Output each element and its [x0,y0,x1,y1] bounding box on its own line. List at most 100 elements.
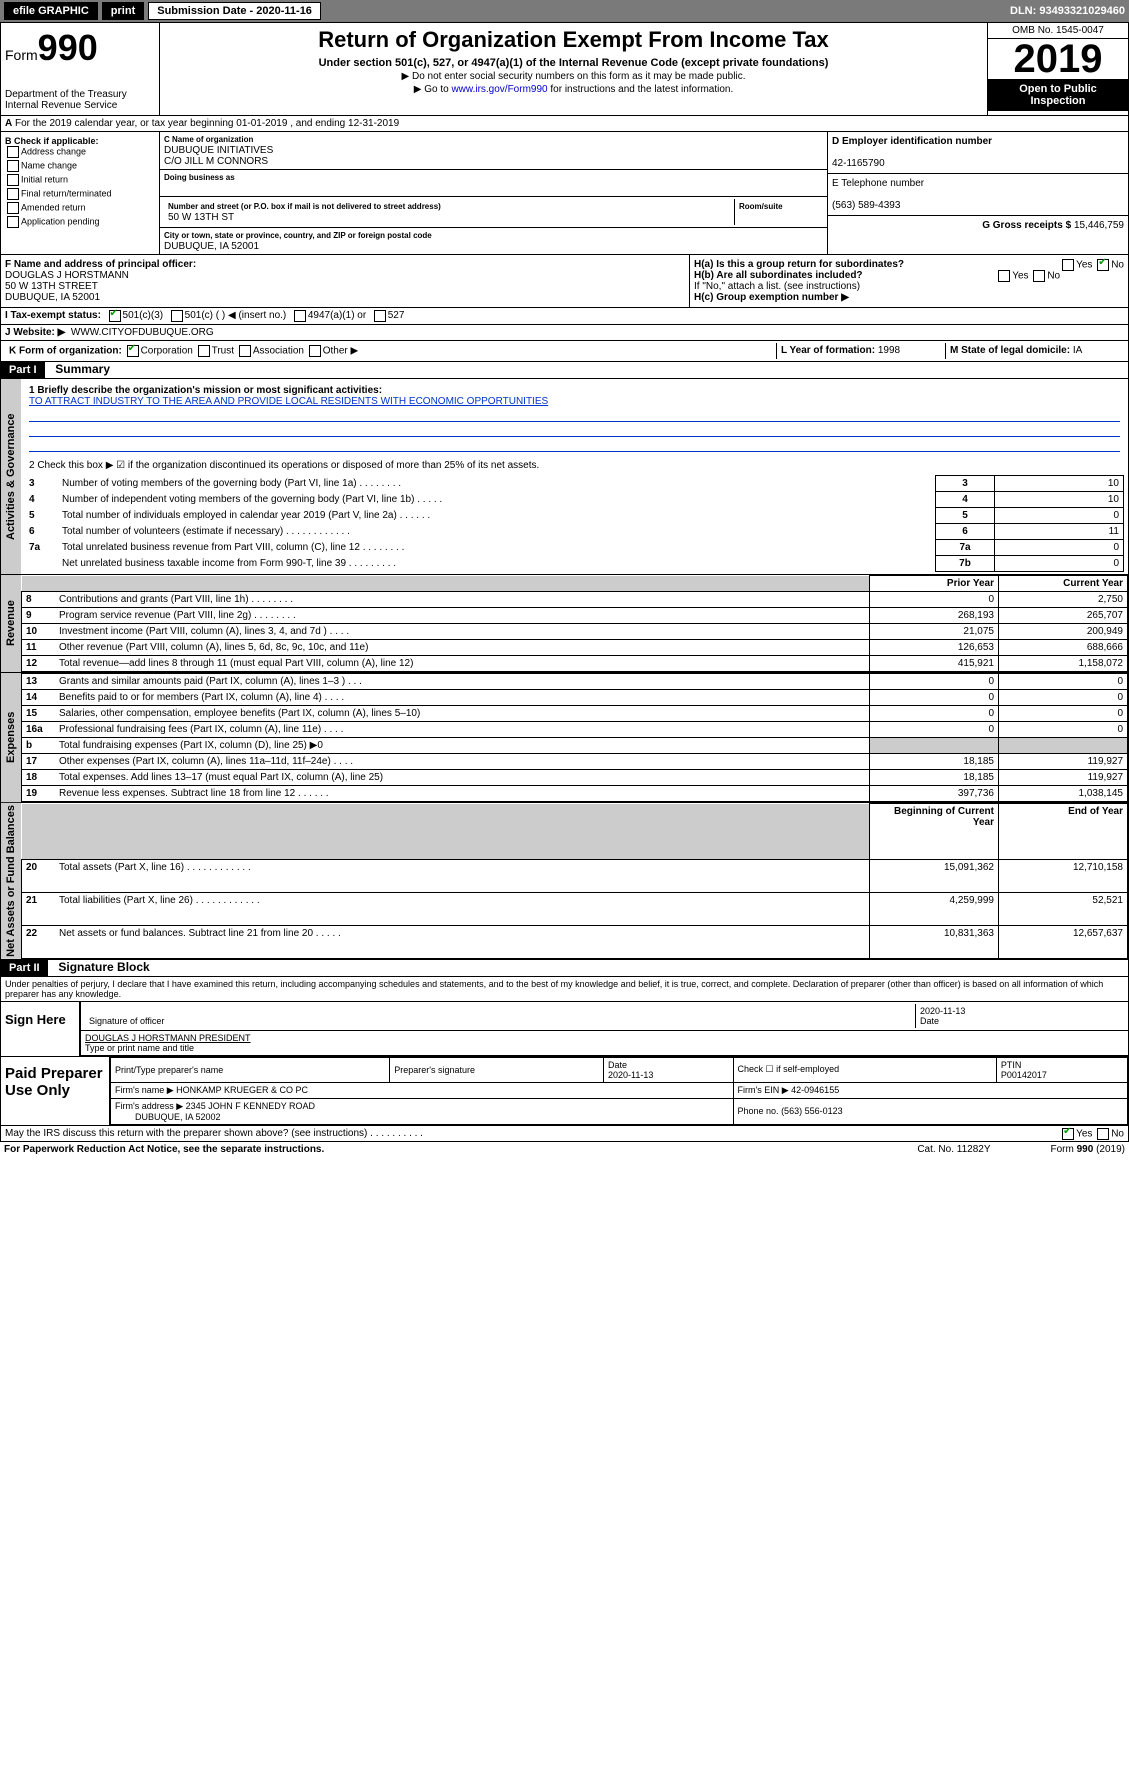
form-note2: ▶ Go to www.irs.gov/Form990 for instruct… [164,84,983,95]
tax-year-range: For the 2019 calendar year, or tax year … [15,118,399,129]
website-value: WWW.CITYOFDUBUQUE.ORG [71,327,214,338]
part2-badge: Part II [1,960,48,976]
room-label: Room/suite [739,202,783,211]
phone-value: (563) 589-4393 [832,200,900,211]
part1-body: Activities & Governance 1 Briefly descri… [0,379,1129,575]
year-formation-label: L Year of formation: [781,345,875,356]
form-word: Form [5,47,38,63]
chk-assoc[interactable] [239,345,251,357]
top-bar: efile GRAPHIC print Submission Date - 20… [0,0,1129,22]
sign-here-label: Sign Here [1,1002,79,1056]
preparer-section: Paid Preparer Use Only Print/Type prepar… [0,1057,1129,1126]
chk-amended[interactable]: Amended return [5,202,155,214]
discuss-yes[interactable] [1062,1128,1074,1140]
phone-label: E Telephone number [832,178,924,189]
perjury-text: Under penalties of perjury, I declare th… [0,977,1129,1002]
officer-name: DOUGLAS J HORSTMANN [5,270,129,281]
firm-addr: 2345 JOHN F KENNEDY ROAD [186,1101,315,1111]
footer: For Paperwork Reduction Act Notice, see … [0,1142,1129,1157]
part1-badge: Part I [1,362,45,378]
city-label: City or town, state or province, country… [164,231,432,240]
ha-label: H(a) Is this a group return for subordin… [694,259,904,270]
website-label: J Website: ▶ [5,327,65,338]
expenses-table: 13Grants and similar amounts paid (Part … [21,673,1128,802]
line1-label: 1 Briefly describe the organization's mi… [29,385,382,396]
tax-year: 2019 [988,39,1128,79]
firm-city: DUBUQUE, IA 52002 [135,1112,221,1122]
chk-527[interactable] [374,310,386,322]
sign-date: 2020-11-13 [920,1006,965,1016]
prep-date-label: Date [608,1060,627,1070]
officer-addr: 50 W 13TH STREET [5,281,98,292]
sign-date-label: Date [920,1016,939,1026]
firm-ein-label: Firm's EIN ▶ [738,1085,789,1095]
form-title: Return of Organization Exempt From Incom… [164,27,983,53]
form-ref: Form 990 (2019) [1051,1144,1125,1155]
revenue-section: Revenue Prior YearCurrent Year8Contribut… [0,575,1129,673]
ein-value: 42-1165790 [832,158,885,169]
box-j: J Website: ▶ WWW.CITYOFDUBUQUE.ORG [0,325,1129,341]
side-netassets: Net Assets or Fund Balances [1,803,21,959]
chk-final-return[interactable]: Final return/terminated [5,188,155,200]
part2-header: Part II Signature Block [0,960,1129,977]
hb-note: If "No," attach a list. (see instruction… [694,281,1124,292]
street-address: 50 W 13TH ST [168,212,234,223]
domicile: IA [1073,345,1082,356]
dln: DLN: 93493321029460 [1010,5,1125,17]
gross-receipts-value: 15,446,759 [1074,220,1124,231]
chk-501c3[interactable] [109,310,121,322]
chk-trust[interactable] [198,345,210,357]
paperwork-notice: For Paperwork Reduction Act Notice, see … [4,1144,324,1155]
chk-initial-return[interactable]: Initial return [5,174,155,186]
discuss-row: May the IRS discuss this return with the… [0,1126,1129,1142]
ptin-value: P00142017 [1001,1070,1047,1080]
netassets-table: Beginning of Current YearEnd of Year20To… [21,803,1128,959]
print-button[interactable]: print [102,2,144,20]
efile-label: efile GRAPHIC [4,2,98,20]
irs-link[interactable]: www.irs.gov/Form990 [451,84,547,95]
box-i: I Tax-exempt status: 501(c)(3) 501(c) ( … [0,308,1129,325]
form-header: Form990 Department of the Treasury Inter… [0,22,1129,116]
tax-status-label: I Tax-exempt status: [5,310,101,322]
officer-label: F Name and address of principal officer: [5,259,196,270]
mission-text: TO ATTRACT INDUSTRY TO THE AREA AND PROV… [29,396,1120,407]
addr-label: Number and street (or P.O. box if mail i… [168,202,441,211]
sig-officer-label: Signature of officer [89,1016,164,1026]
dept-label: Department of the Treasury Internal Reve… [5,89,155,111]
org-form-label: K Form of organization: [9,346,122,357]
form-note1: ▶ Do not enter social security numbers o… [164,71,983,82]
firm-phone-label: Phone no. [738,1106,779,1116]
box-b: B Check if applicable: Address change Na… [1,132,160,254]
part1-title: Summary [47,360,118,378]
chk-pending[interactable]: Application pending [5,216,155,228]
prep-date: 2020-11-13 [608,1070,653,1080]
chk-4947[interactable] [294,310,306,322]
prep-name-label: Print/Type preparer's name [111,1057,390,1082]
hb-label: H(b) Are all subordinates included? [694,270,863,281]
chk-other[interactable] [309,345,321,357]
sign-section: Sign Here Signature of officer 2020-11-13… [0,1002,1129,1057]
care-of: C/O JILL M CONNORS [164,156,268,167]
part1-header: Part I Summary [0,362,1129,379]
revenue-table: Prior YearCurrent Year8Contributions and… [21,575,1128,672]
side-revenue: Revenue [1,575,21,672]
chk-address-change[interactable]: Address change [5,146,155,158]
side-activities: Activities & Governance [1,379,21,574]
box-b-title: B Check if applicable: [5,136,99,146]
firm-phone: (563) 556-0123 [781,1106,843,1116]
chk-name-change[interactable]: Name change [5,160,155,172]
netassets-section: Net Assets or Fund Balances Beginning of… [0,803,1129,960]
prep-sig-label: Preparer's signature [390,1057,604,1082]
hc-label: H(c) Group exemption number ▶ [694,292,849,303]
discuss-text: May the IRS discuss this return with the… [5,1128,423,1139]
ptin-label: PTIN [1001,1060,1022,1070]
prep-selfemp: Check ☐ if self-employed [733,1057,996,1082]
chk-corp[interactable] [127,345,139,357]
cat-no: Cat. No. 11282Y [917,1144,990,1155]
chk-501c[interactable] [171,310,183,322]
org-name: DUBUQUE INITIATIVES [164,145,273,156]
discuss-no[interactable] [1097,1128,1109,1140]
dba-label: Doing business as [164,173,235,182]
line-a: A For the 2019 calendar year, or tax yea… [0,116,1129,132]
firm-ein: 42-0946155 [791,1085,839,1095]
